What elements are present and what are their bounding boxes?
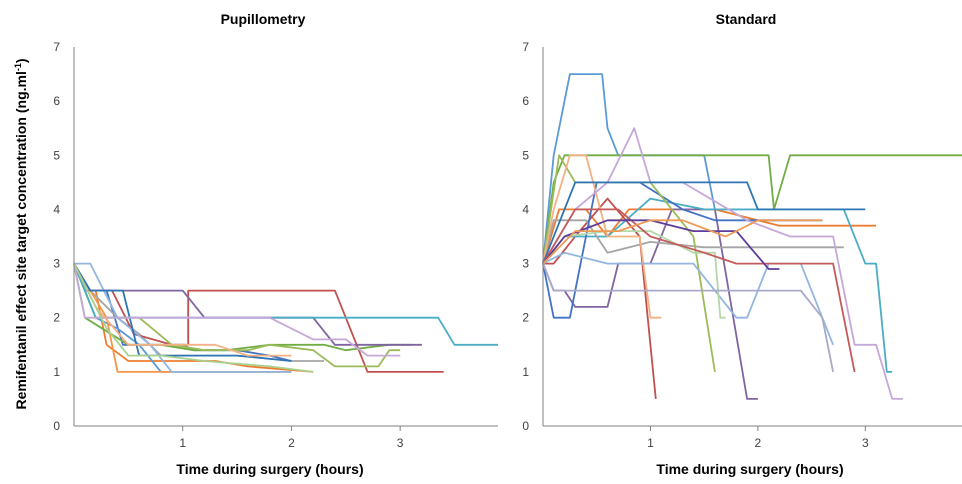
y-tick-label: 5 (522, 148, 529, 162)
panel-pupillometry: Pupillometry 0 1 2 3 4 5 6 7 1 2 3 Time during su… (13, 11, 498, 477)
y-tick-label: 5 (53, 148, 60, 162)
y-tick-label: 2 (522, 311, 529, 325)
series-line-11 (542, 127, 903, 400)
plot-area-standard (542, 73, 962, 400)
y-tick-label: 4 (53, 202, 60, 216)
chart-title-pupillometry: Pupillometry (221, 11, 306, 27)
series-line-13 (542, 181, 866, 264)
series-line-10 (542, 154, 662, 319)
x-tick-label: 3 (862, 436, 869, 450)
series-line-16 (542, 263, 834, 373)
series-line-15 (542, 208, 856, 373)
series-line-5 (543, 197, 657, 399)
series-line-4 (73, 263, 411, 352)
y-tick-label: 4 (522, 202, 529, 216)
y-axis-title-close: ) (13, 58, 29, 63)
y-ticks-standard: 0 1 2 3 4 5 6 7 (522, 40, 529, 433)
y-axis-title-superscript: -1 (13, 63, 23, 71)
series-line-8 (73, 263, 401, 368)
x-tick-label: 2 (288, 436, 295, 450)
y-tick-label: 6 (522, 94, 529, 108)
y-tick-label: 6 (53, 94, 60, 108)
x-axis-title-pupillometry: Time during surgery (hours) (176, 461, 363, 477)
y-tick-label: 2 (53, 311, 60, 325)
series-line-2 (542, 208, 877, 264)
plot-area-pupillometry (73, 262, 498, 373)
series-line-1 (542, 73, 758, 264)
series-line-12 (73, 263, 498, 346)
y-tick-label: 1 (53, 365, 60, 379)
series-line-7 (542, 219, 844, 264)
x-tick-label: 3 (397, 436, 404, 450)
x-axis-title-standard: Time during surgery (hours) (656, 461, 843, 477)
y-tick-label: 7 (522, 40, 529, 54)
series-line-8 (542, 181, 823, 319)
y-tick-label: 3 (53, 257, 60, 271)
y-ticks-pupillometry: 0 1 2 3 4 5 6 7 (53, 40, 60, 433)
x-tick-label: 2 (755, 436, 762, 450)
panel-standard: Standard 0 1 2 3 4 5 6 7 1 2 3 Time during surger… (522, 11, 962, 477)
series-line-12 (542, 251, 834, 346)
series-line-3 (542, 154, 962, 264)
y-axis-title-main: Remifentanil effect site target concentr… (13, 71, 29, 409)
x-tick-label: 1 (179, 436, 186, 450)
series-line-15 (73, 263, 314, 373)
y-tick-label: 1 (522, 365, 529, 379)
chart-title-standard: Standard (716, 11, 777, 27)
x-tick-label: 1 (647, 436, 654, 450)
y-tick-label: 7 (53, 40, 60, 54)
series-line-18 (542, 219, 823, 265)
x-ticks-pupillometry: 1 2 3 (179, 426, 404, 450)
y-tick-label: 0 (522, 419, 529, 433)
y-tick-label: 0 (53, 419, 60, 433)
x-ticks-standard: 1 2 3 (647, 426, 869, 450)
y-axis-title: Remifentanil effect site target concentr… (13, 58, 29, 409)
series-line-14 (542, 230, 726, 319)
y-tick-label: 3 (522, 257, 529, 271)
